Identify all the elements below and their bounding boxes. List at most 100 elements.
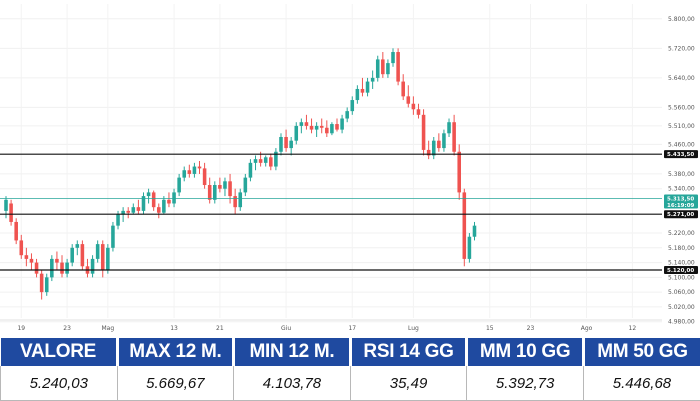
value-rsi-14gg: 35,49 (350, 366, 467, 401)
candle-body (300, 122, 304, 126)
candle-body (19, 240, 23, 255)
candle-body (345, 111, 349, 118)
header-rsi-14gg: RSI 14 GG (350, 338, 467, 366)
price-level-label: 5.313,50 (667, 196, 694, 202)
y-tick-label: 5.060,00 (668, 289, 695, 296)
candle-body (249, 163, 253, 178)
candle-body (152, 192, 156, 207)
candle-body (340, 119, 344, 130)
value-max-12m: 5.669,67 (117, 366, 234, 401)
candle-body (254, 159, 258, 163)
stats-header-row: VALORE MAX 12 M. MIN 12 M. RSI 14 GG MM … (1, 338, 700, 366)
candle-body (132, 207, 136, 213)
candle-body (40, 274, 44, 292)
y-tick-label: 5.800,00 (668, 16, 695, 23)
grid (0, 4, 662, 322)
header-mm-10gg: MM 10 GG (467, 338, 584, 366)
candle-body (361, 89, 365, 93)
candle-body (401, 82, 405, 97)
candle-body (228, 181, 232, 196)
price-level-time: 16:19:09 (667, 203, 695, 209)
y-tick-label: 5.140,00 (668, 260, 695, 267)
x-tick-label: Giu (281, 325, 291, 332)
x-tick-label: 17 (348, 325, 356, 332)
candle-body (279, 137, 283, 152)
candle-body (111, 226, 115, 248)
candle-body (284, 137, 288, 148)
x-tick-label: 23 (527, 325, 535, 332)
candle-body (407, 96, 411, 103)
candle-body (238, 192, 242, 207)
candle-body (366, 82, 370, 93)
chart-svg: 5.433,505.271,005.120,005.313,5016:19:09… (0, 0, 700, 338)
candle-body (96, 244, 100, 259)
candle-body (213, 185, 217, 200)
candle-body (422, 115, 426, 150)
candle-body (116, 215, 120, 226)
y-tick-label: 5.180,00 (668, 245, 695, 252)
candle-body (50, 259, 54, 277)
candle-body (218, 185, 222, 189)
candle-body (447, 122, 451, 133)
candle-body (60, 263, 64, 274)
x-tick-label: Ago (581, 325, 593, 332)
candle-body (376, 59, 380, 77)
header-min-12m: MIN 12 M. (234, 338, 351, 366)
header-max-12m: MAX 12 M. (117, 338, 234, 366)
y-tick-label: 4.980,00 (668, 319, 695, 326)
y-axis: 5.800,005.720,005.640,005.560,005.510,00… (668, 16, 695, 326)
price-level-label: 5.433,50 (667, 152, 694, 158)
candle-body (45, 277, 49, 292)
candle-body (330, 124, 334, 133)
candle-body (55, 259, 59, 263)
candle-body (305, 122, 309, 126)
candle-body (162, 200, 166, 213)
header-mm-50gg: MM 50 GG (583, 338, 700, 366)
candle-body (417, 109, 421, 115)
candle-body (203, 168, 207, 185)
y-tick-label: 5.510,00 (668, 123, 695, 130)
x-tick-label: Lug (408, 325, 419, 332)
candle-body (468, 237, 472, 259)
candle-body (147, 192, 151, 196)
candle-body (65, 263, 69, 274)
candle-body (126, 211, 130, 213)
price-level-label: 5.271,00 (667, 212, 694, 218)
stats-value-row: 5.240,03 5.669,67 4.103,78 35,49 5.392,7… (1, 366, 700, 401)
candle-body (106, 248, 110, 270)
candle-body (269, 157, 273, 166)
candle-body (294, 126, 298, 141)
candle-body (259, 159, 263, 163)
candle-body (4, 200, 8, 211)
stats-table: VALORE MAX 12 M. MIN 12 M. RSI 14 GG MM … (0, 338, 700, 401)
y-tick-label: 5.460,00 (668, 141, 695, 148)
candle-body (463, 192, 467, 258)
x-tick-label: 13 (170, 325, 178, 332)
y-tick-label: 5.720,00 (668, 45, 695, 52)
x-tick-label: 15 (486, 325, 494, 332)
candle-body (208, 185, 212, 200)
candle-body (452, 122, 456, 152)
candle-body (396, 52, 400, 82)
y-tick-label: 5.640,00 (668, 75, 695, 82)
y-tick-label: 5.380,00 (668, 171, 695, 178)
candle-body (30, 259, 34, 263)
y-tick-label: 5.220,00 (668, 230, 695, 237)
candle-body (244, 178, 248, 193)
y-tick-label: 5.340,00 (668, 186, 695, 193)
candle-body (25, 255, 29, 259)
value-mm-50gg: 5.446,68 (583, 366, 700, 401)
candle-body (188, 170, 192, 174)
candle-body (473, 226, 477, 237)
candle-body (289, 141, 293, 148)
candle-body (412, 104, 416, 110)
candle-body (320, 126, 324, 128)
candle-body (233, 196, 237, 207)
value-mm-10gg: 5.392,73 (467, 366, 584, 401)
candle-body (437, 141, 441, 148)
header-valore: VALORE (1, 338, 118, 366)
y-tick-label: 5.100,00 (668, 274, 695, 281)
candle-body (335, 124, 339, 130)
